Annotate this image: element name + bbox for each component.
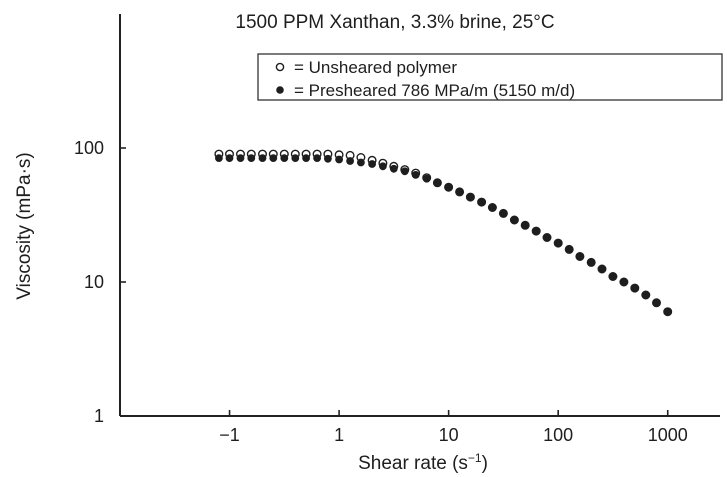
- data-point: [258, 154, 267, 163]
- data-point: [357, 158, 365, 167]
- x-tick-label: 1: [334, 425, 344, 445]
- data-point: [379, 162, 387, 171]
- data-point: [389, 164, 398, 173]
- data-point: [335, 155, 343, 164]
- data-point: [313, 154, 321, 163]
- x-tick-label: 100: [543, 425, 573, 445]
- data-point: [291, 154, 300, 163]
- y-tick-label: 100: [74, 138, 104, 158]
- x-tick-label: 1000: [648, 425, 688, 445]
- data-point: [554, 239, 563, 248]
- ticks-layer: −1 1 10 100 1000 1 10 100: [74, 138, 688, 445]
- data-point: [477, 198, 486, 207]
- data-point: [455, 188, 464, 196]
- data-point: [620, 278, 628, 286]
- data-point: [641, 291, 650, 299]
- legend-label-unsheared: = Unsheared polymer: [294, 58, 457, 77]
- data-point: [247, 154, 256, 163]
- data-point: [576, 252, 584, 261]
- data-point: [400, 167, 409, 176]
- y-tick-label: 1: [94, 406, 104, 426]
- y-axis-label: Viscosity (mPa·s): [14, 152, 35, 299]
- series-unsheared: [214, 149, 673, 317]
- y-tick-label: 10: [84, 272, 104, 292]
- data-point: [215, 154, 223, 163]
- x-axis-label-main: Shear rate (s: [358, 453, 468, 474]
- data-point: [663, 307, 672, 316]
- data-point: [269, 154, 278, 163]
- data-point: [598, 265, 606, 273]
- data-point: [587, 258, 596, 267]
- legend-marker-presheared: [276, 86, 284, 94]
- x-tick-label: 10: [439, 425, 459, 445]
- data-point: [444, 183, 453, 192]
- data-point: [488, 203, 497, 212]
- legend-box: [257, 53, 723, 101]
- legend-marker-unsheared: [275, 62, 285, 72]
- data-point: [510, 216, 519, 224]
- x-axis-label-exponent: −1: [468, 451, 482, 465]
- data-point: [280, 154, 289, 163]
- data-point: [368, 160, 376, 168]
- data-point: [652, 298, 661, 307]
- data-point: [466, 193, 475, 202]
- data-point: [532, 227, 541, 236]
- data-point: [630, 284, 639, 292]
- data-point: [346, 157, 354, 165]
- data-point: [543, 233, 551, 242]
- data-point: [422, 174, 431, 183]
- data-point: [324, 154, 332, 163]
- data-marks: [214, 149, 673, 317]
- x-axis-label: Shear rate (s−1): [358, 451, 488, 474]
- x-tick-label: −1: [219, 425, 240, 445]
- data-point: [225, 154, 234, 163]
- x-axis-label-close: ): [482, 453, 488, 474]
- data-point: [433, 178, 442, 187]
- chart-title: 1500 PPM Xanthan, 3.3% brine, 25°C: [235, 12, 554, 33]
- data-point: [521, 221, 530, 230]
- data-point: [411, 171, 420, 179]
- legend-label-presheared: = Presheared 786 MPa/m (5150 m/d): [294, 81, 575, 100]
- legend: = Unsheared polymer = Presheared 786 MPa…: [257, 53, 723, 101]
- data-point: [609, 272, 617, 281]
- data-point: [565, 245, 574, 254]
- data-point: [236, 154, 245, 163]
- series-presheared: [215, 154, 672, 316]
- data-point: [302, 154, 310, 163]
- data-point: [499, 209, 508, 218]
